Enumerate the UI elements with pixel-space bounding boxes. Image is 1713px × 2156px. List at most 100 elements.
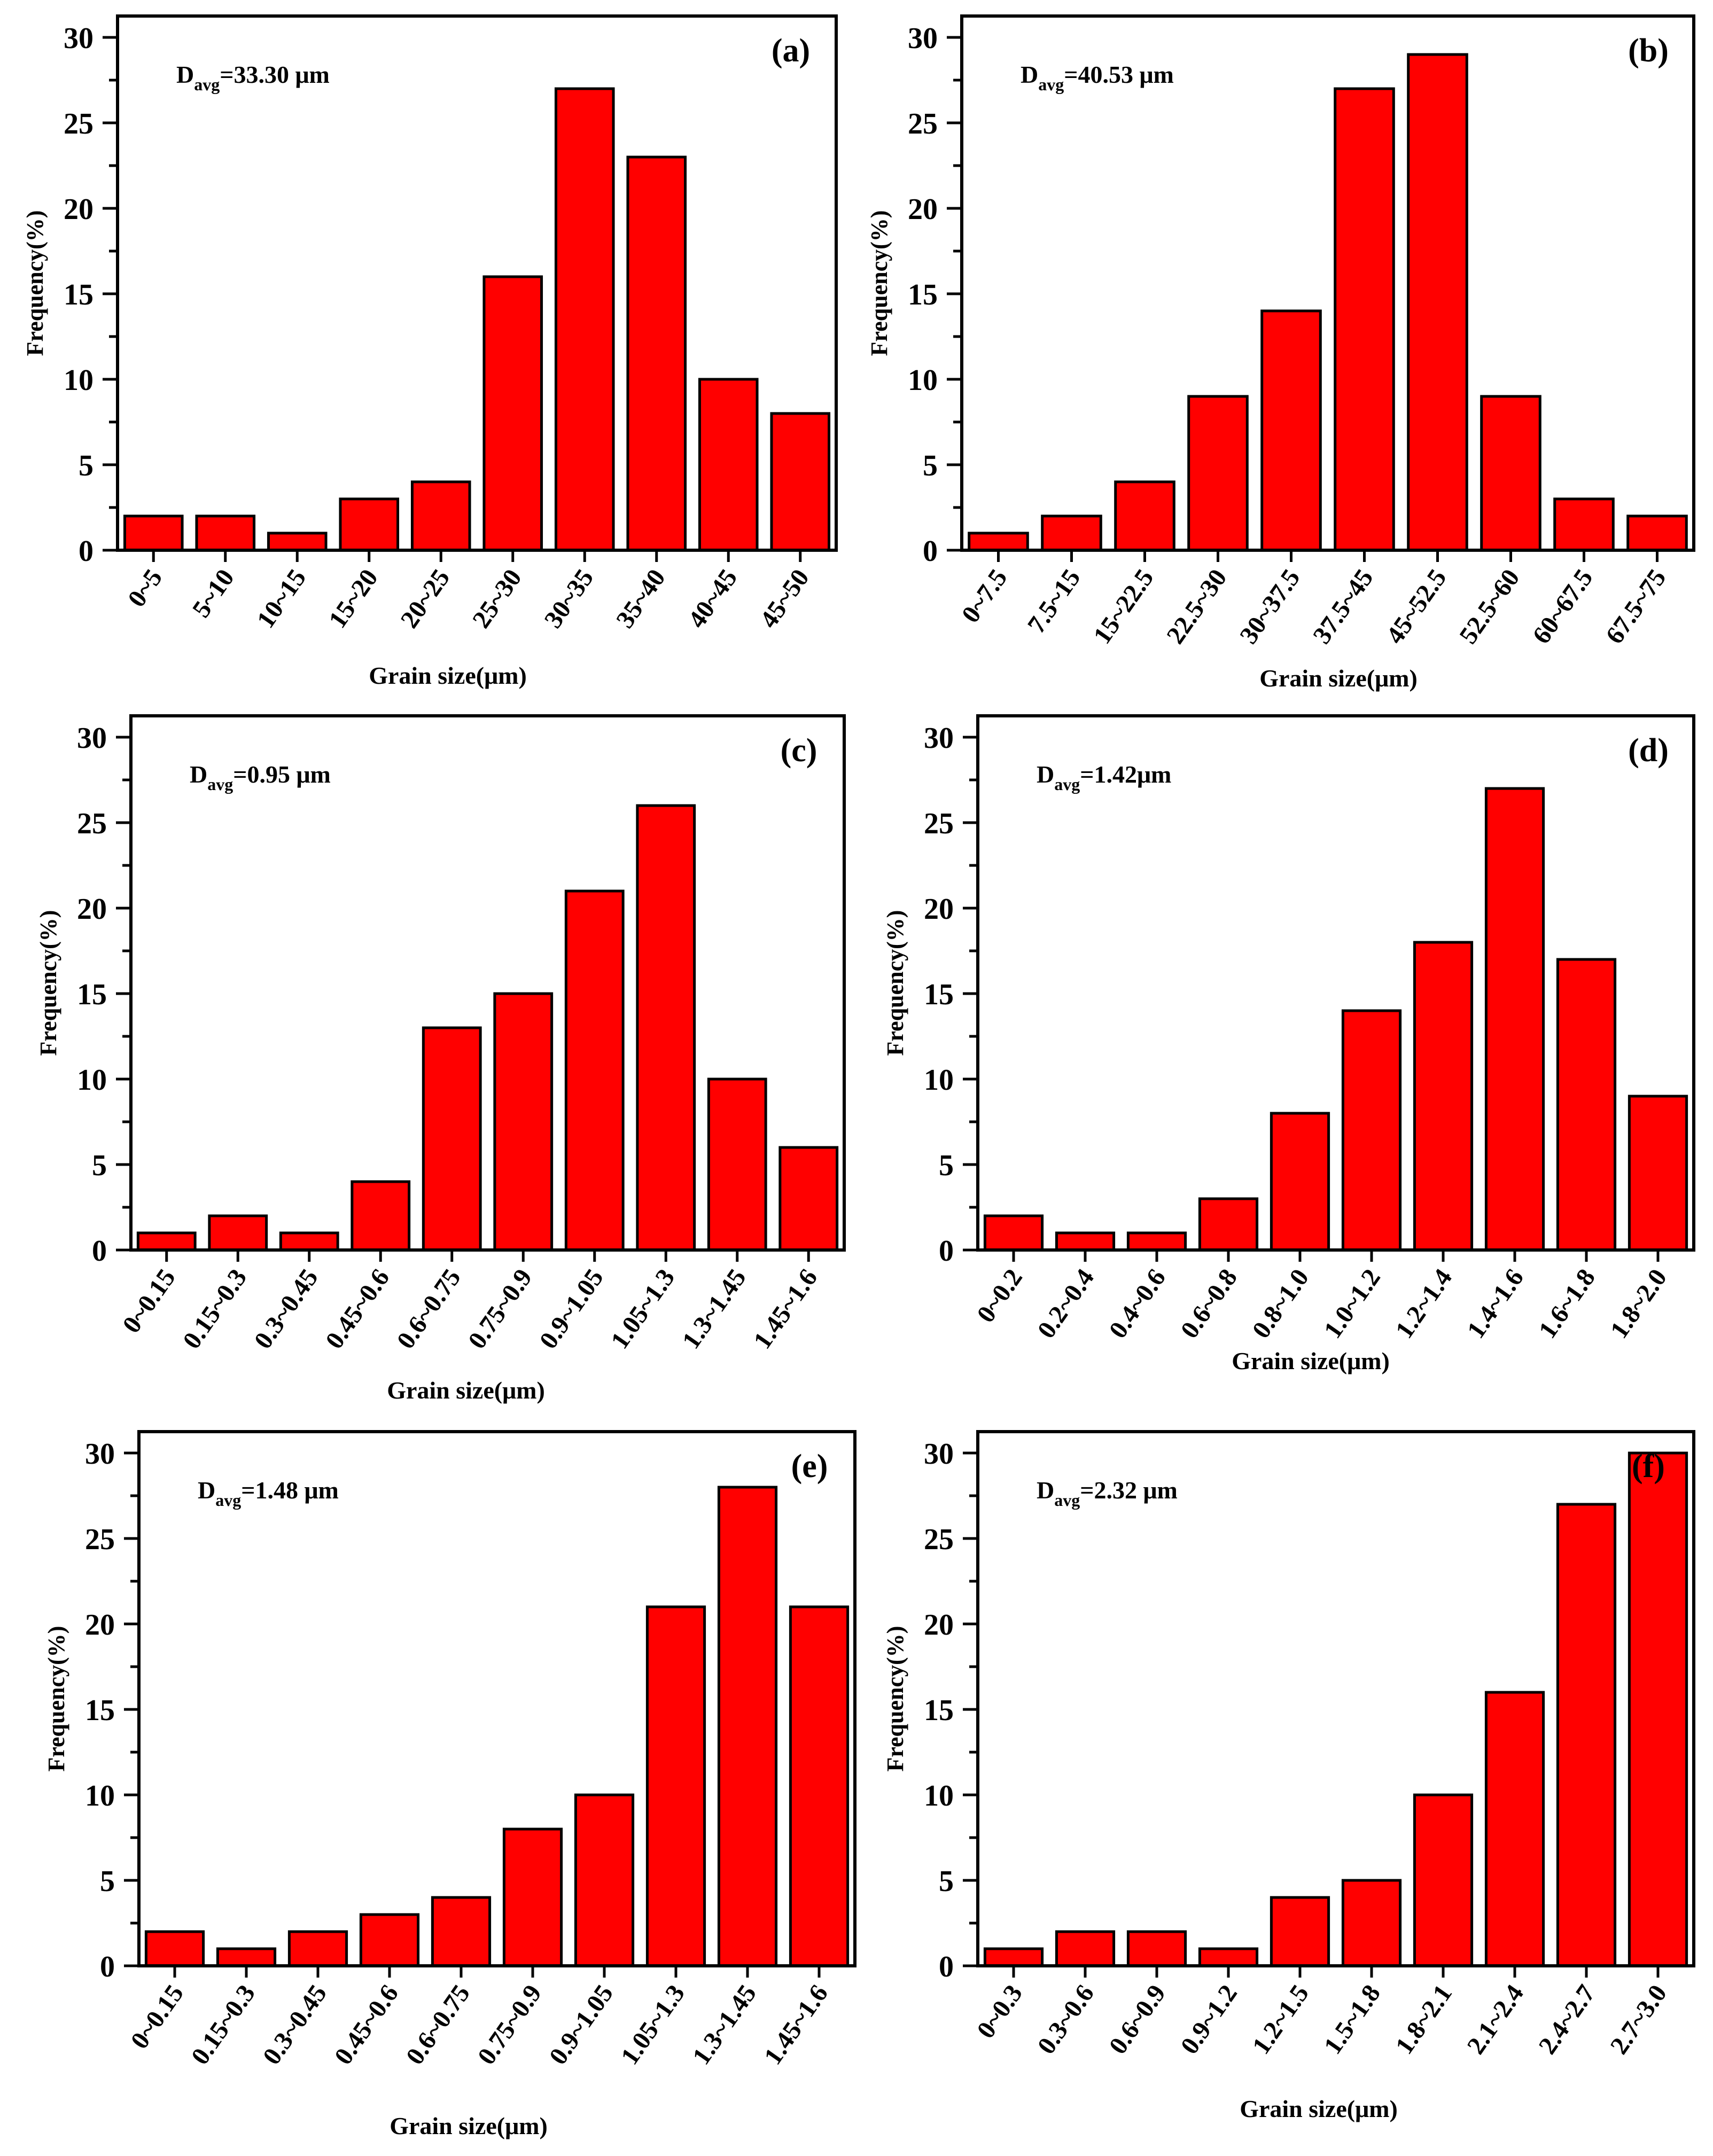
y-axis-title: Frequency(%) — [22, 210, 48, 356]
bar — [1484, 1691, 1545, 1967]
panel-label: (f) — [1632, 1448, 1665, 1485]
y-tick-label: 10 — [64, 364, 94, 397]
average-subscript: avg — [1054, 1490, 1080, 1510]
x-axis-title: Grain size(μm) — [387, 1377, 545, 1404]
average-annotation: Davg=33.30 μm — [176, 61, 330, 94]
bar — [968, 532, 1029, 552]
y-tick-label: 20 — [924, 893, 954, 926]
y-tick-label: 20 — [77, 893, 107, 926]
y-tick-label: 25 — [908, 107, 938, 140]
y-tick-label: 0 — [939, 1950, 954, 1983]
bar — [1055, 1231, 1116, 1252]
average-annotation: Davg=2.32 μm — [1037, 1477, 1178, 1510]
bar — [351, 1180, 411, 1252]
y-tick-label: 15 — [908, 278, 938, 311]
bar — [983, 1214, 1044, 1252]
panel-label: (c) — [781, 732, 817, 769]
y-tick-label: 0 — [923, 535, 938, 568]
y-tick-label: 15 — [924, 1694, 954, 1727]
plot-frame — [960, 14, 1695, 552]
y-tick-label: 20 — [908, 193, 938, 226]
y-tick-label: 0 — [939, 1235, 954, 1268]
y-tick-label: 25 — [85, 1523, 115, 1556]
x-axis-title: Grain size(μm) — [1259, 665, 1418, 692]
bar — [1126, 1231, 1187, 1252]
bar — [1341, 1879, 1402, 1967]
bar — [1556, 1503, 1617, 1967]
average-symbol: D — [198, 1477, 215, 1504]
bar — [717, 1486, 778, 1967]
bar — [1484, 787, 1545, 1252]
y-tick-label: 30 — [924, 722, 954, 755]
bar — [216, 1947, 277, 1967]
y-tick-label: 5 — [100, 1865, 115, 1898]
bar — [195, 514, 256, 552]
bar — [1260, 309, 1322, 552]
bar — [359, 1913, 420, 1967]
average-value: =0.95 μm — [233, 761, 331, 788]
y-tick-label: 0 — [100, 1950, 115, 1983]
average-symbol: D — [1037, 761, 1054, 788]
plot-frame — [976, 714, 1695, 1252]
y-tick-label: 25 — [77, 807, 107, 840]
average-value: =1.48 μm — [241, 1477, 339, 1504]
plot-frame — [116, 14, 838, 552]
y-tick-label: 10 — [924, 1779, 954, 1813]
y-tick-label: 25 — [924, 1523, 954, 1556]
bar — [626, 155, 687, 552]
bar — [1413, 941, 1474, 1252]
y-tick-label: 10 — [924, 1064, 954, 1097]
bar — [645, 1605, 706, 1967]
bar — [1270, 1112, 1330, 1252]
average-symbol: D — [176, 61, 194, 88]
bar — [1341, 1009, 1402, 1252]
bar — [279, 1231, 339, 1252]
bar — [983, 1947, 1044, 1967]
y-axis-title: Frequency(%) — [43, 1626, 69, 1772]
bar — [1553, 497, 1615, 552]
bar — [1114, 480, 1175, 552]
bar — [493, 992, 554, 1252]
panel-label: (d) — [1628, 732, 1669, 769]
average-subscript: avg — [1038, 75, 1064, 94]
y-tick-label: 30 — [924, 1438, 954, 1471]
average-annotation: Davg=40.53 μm — [1021, 61, 1174, 94]
bar — [1480, 395, 1541, 552]
y-tick-label: 15 — [85, 1694, 115, 1727]
y-tick-label: 5 — [79, 449, 94, 482]
average-annotation: Davg=1.48 μm — [198, 1477, 339, 1510]
bar — [789, 1605, 850, 1967]
y-tick-label: 0 — [79, 535, 94, 568]
y-tick-label: 5 — [939, 1865, 954, 1898]
bar — [1270, 1896, 1330, 1967]
bar — [208, 1214, 268, 1252]
y-tick-label: 30 — [77, 722, 107, 755]
y-axis-title: Frequency(%) — [882, 910, 908, 1056]
average-value: =40.53 μm — [1064, 61, 1174, 88]
y-tick-label: 30 — [64, 22, 94, 55]
y-tick-label: 20 — [924, 1608, 954, 1642]
average-value: =2.32 μm — [1080, 1477, 1178, 1504]
y-tick-label: 10 — [85, 1779, 115, 1813]
y-axis-title: Frequency(%) — [882, 1626, 908, 1772]
bar — [1198, 1947, 1259, 1967]
average-subscript: avg — [194, 75, 220, 94]
bar — [1055, 1930, 1116, 1967]
bar — [1628, 1451, 1688, 1967]
y-tick-label: 25 — [924, 807, 954, 840]
average-annotation: Davg=0.95 μm — [190, 761, 331, 794]
average-subscript: avg — [207, 775, 233, 794]
average-subscript: avg — [215, 1490, 241, 1510]
y-tick-label: 5 — [92, 1149, 107, 1182]
bar — [267, 532, 328, 552]
bar — [287, 1930, 348, 1967]
bar — [1628, 1095, 1688, 1252]
bar — [778, 1146, 839, 1252]
bar — [502, 1827, 563, 1967]
y-axis-title: Frequency(%) — [866, 210, 892, 356]
plot-frame — [976, 1430, 1695, 1967]
y-tick-label: 10 — [77, 1064, 107, 1097]
panel-label: (e) — [791, 1448, 828, 1485]
